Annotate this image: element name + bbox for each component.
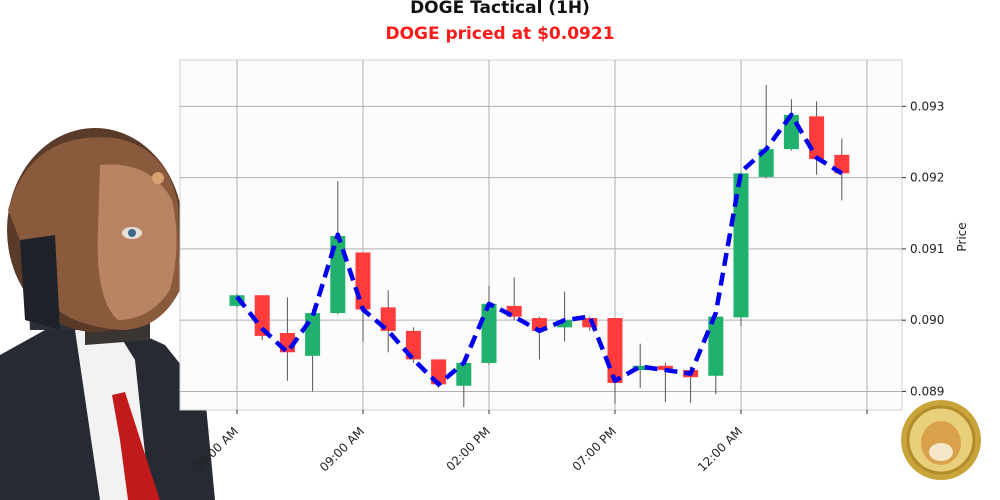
x-tick-label: 07:00 PM	[570, 424, 619, 473]
candle-up	[733, 173, 749, 318]
y-tick-label: 0.091	[910, 242, 944, 256]
x-tick-label: 02:00 PM	[444, 424, 493, 473]
y-tick-label: 0.090	[910, 313, 944, 327]
candle-up	[632, 365, 648, 371]
candle-down	[506, 305, 522, 317]
candle-up	[456, 362, 472, 386]
y-tick-label: 0.092	[910, 171, 944, 185]
candle-up	[229, 295, 245, 306]
candle-down	[809, 116, 825, 160]
candle-up	[330, 236, 346, 314]
y-axis-label: Price	[955, 222, 969, 251]
x-tick-label: 09:00 AM	[317, 424, 367, 474]
chart-title: DOGE Tactical (1H)	[410, 0, 590, 18]
candle-up	[481, 303, 497, 363]
candle-down	[607, 318, 623, 383]
candle-up	[758, 149, 774, 177]
chart-subtitle: DOGE priced at $0.0921	[385, 24, 615, 44]
x-tick-label: 12:00 AM	[695, 424, 745, 474]
doge-coin-icon	[901, 400, 981, 480]
trend-line	[235, 112, 843, 387]
y-tick-label: 0.089	[910, 384, 944, 398]
candle-up	[305, 313, 321, 356]
robot-figure-icon	[0, 128, 215, 500]
candle-up	[557, 320, 573, 328]
plot-frame	[179, 59, 903, 411]
y-tick-label: 0.093	[910, 99, 944, 113]
candle-down	[254, 295, 270, 336]
candle-up	[708, 316, 724, 376]
candle-down	[355, 252, 371, 310]
